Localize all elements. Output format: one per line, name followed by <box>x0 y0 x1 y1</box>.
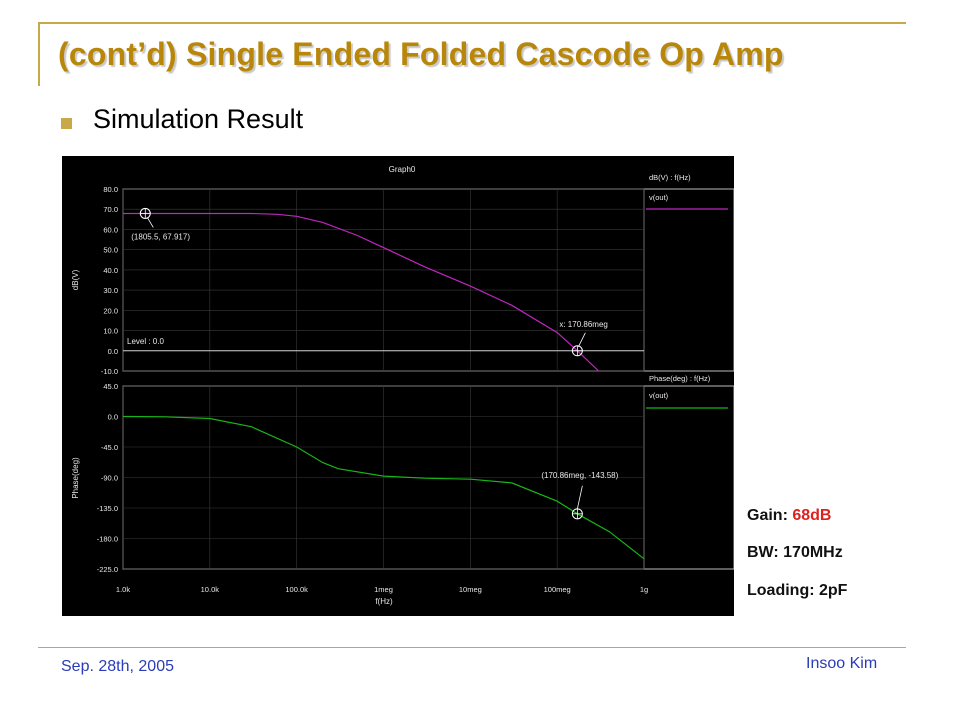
magnitude-trace <box>123 212 600 372</box>
magnitude-annotation-unity-gain: x: 170.86meg <box>559 320 607 329</box>
magnitude-y-tick-label: 40.0 <box>103 266 118 275</box>
magnitude-y-tick-label: 50.0 <box>103 246 118 255</box>
plot-svg: Graph0 80.0 70.0 60.0 50.0 40.0 30.0 20.0 10.0 0… <box>62 156 734 616</box>
phase-y-tick-label: 45.0 <box>103 382 118 391</box>
phase-y-tick-label: -135.0 <box>97 504 118 513</box>
magnitude-y-tick-label: 10.0 <box>103 327 118 336</box>
x-tick-label: 1.0k <box>116 585 130 594</box>
phase-y-tick-label: -45.0 <box>101 443 118 452</box>
x-tick-label: 10meg <box>459 585 482 594</box>
x-tick-label: 100.0k <box>285 585 308 594</box>
unity-gain-leader <box>578 332 586 347</box>
footer-author: Insoo Kim <box>806 655 878 672</box>
loading-info: Loading: 2pF <box>747 582 848 599</box>
footer-rule <box>38 647 906 648</box>
phase-y-tick-label: -180.0 <box>97 535 118 544</box>
phase-y-tick-label: 0.0 <box>108 413 118 422</box>
x-ticks: 1.0k 10.0k 100.0k 1meg 10meg 100meg 1g <box>116 585 648 594</box>
magnitude-legend-entry: v(out) <box>649 193 669 202</box>
phase-annotation: (170.86meg, -143.58) <box>541 471 618 480</box>
magnitude-y-tick-label: -10.0 <box>101 367 118 376</box>
phase-y-tick-label: -90.0 <box>101 474 118 483</box>
phase-y-ticks: 45.0 0.0 -45.0 -90.0 -135.0 -180.0 -225.0 <box>97 382 118 574</box>
phase-y-tick-label: -225.0 <box>97 565 118 574</box>
bullet-marker <box>61 118 72 129</box>
phase-legend-entry: v(out) <box>649 391 669 400</box>
gain-label: Gain: <box>747 507 788 524</box>
magnitude-y-tick-label: 60.0 <box>103 225 118 234</box>
x-tick-label: 10.0k <box>201 585 220 594</box>
magnitude-y-ticks: 80.0 70.0 60.0 50.0 40.0 30.0 20.0 10.0 0.0 -10.0 <box>101 185 118 376</box>
simulation-plot: Graph0 80.0 70.0 60.0 50.0 40.0 30.0 20.0 10.0 0… <box>62 156 734 616</box>
slide-title: (cont’d) Single Ended Folded Cascode Op … <box>58 36 784 72</box>
gain-value: 68dB <box>792 507 832 524</box>
phase-y-axis-label: Phase(deg) <box>71 457 80 499</box>
bullet-text: Simulation Result <box>93 104 304 134</box>
magnitude-y-tick-label: 70.0 <box>103 205 118 214</box>
magnitude-y-axis-label: dB(V) <box>71 269 80 290</box>
phase-grid <box>122 385 645 570</box>
phase-legend-header: Phase(deg) : f(Hz) <box>649 374 711 383</box>
magnitude-y-tick-label: 80.0 <box>103 185 118 194</box>
magnitude-y-tick-label: 20.0 <box>103 306 118 315</box>
magnitude-y-tick-label: 0.0 <box>108 347 118 356</box>
x-tick-label: 100meg <box>544 585 571 594</box>
x-tick-label: 1meg <box>374 585 393 594</box>
phase-trace <box>122 415 645 560</box>
phase-margin-leader <box>576 485 583 509</box>
graph-title: Graph0 <box>389 165 416 174</box>
dc-gain-leader <box>146 217 154 228</box>
gain-info: Gain: 68dB <box>747 507 831 525</box>
x-tick-label: 1g <box>640 585 648 594</box>
x-axis-label: f(Hz) <box>375 597 393 606</box>
magnitude-legend-header: dB(V) : f(Hz) <box>649 173 691 182</box>
footer-date: Sep. 28th, 2005 <box>61 658 174 675</box>
left-rule <box>38 22 40 86</box>
cursor-markers <box>139 207 586 520</box>
level-label: Level : 0.0 <box>127 337 164 346</box>
magnitude-annotation-dc-gain: (1805.5, 67.917) <box>131 232 190 241</box>
magnitude-grid <box>122 188 645 372</box>
magnitude-y-tick-label: 30.0 <box>103 286 118 295</box>
top-rule <box>38 22 906 24</box>
bandwidth-info: BW: 170MHz <box>747 544 843 561</box>
